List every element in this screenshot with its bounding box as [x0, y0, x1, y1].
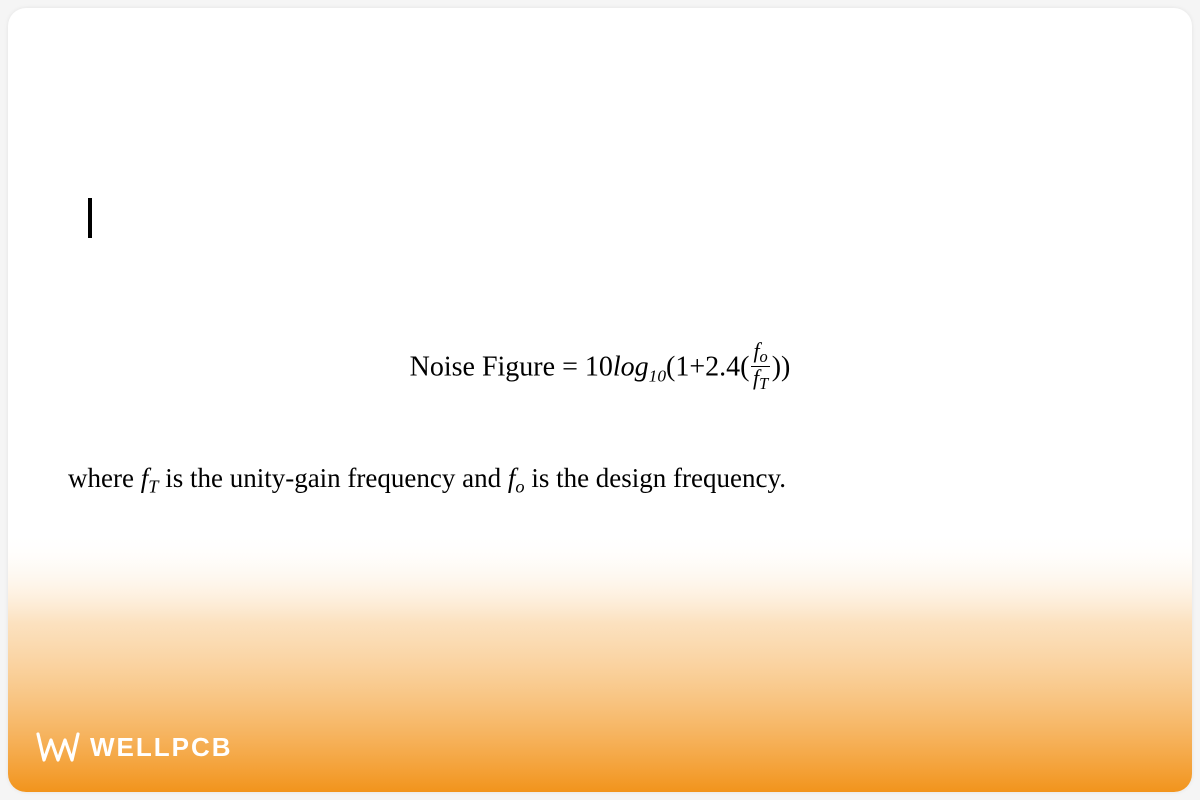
where-prefix: where [68, 463, 141, 493]
fraction-denominator: fT [751, 367, 769, 392]
fraction-num-sub: o [760, 347, 768, 366]
fraction-den-sub: T [759, 375, 768, 394]
text-cursor-mark [88, 198, 92, 238]
where-mid1: is the unity-gain frequency and [165, 463, 508, 493]
document-card: Noise Figure = 10log10(1+2.4(fofT)) wher… [8, 8, 1192, 792]
formula-open: (1+2.4( [666, 351, 749, 382]
formula-coeff: 10 [585, 351, 613, 382]
where-mid2: is the design frequency. [531, 463, 786, 493]
document-content: Noise Figure = 10log10(1+2.4(fofT)) wher… [8, 8, 1192, 792]
formula-log-base: 10 [649, 366, 666, 385]
where-term2-sub: o [515, 477, 524, 497]
noise-figure-formula: Noise Figure = 10log10(1+2.4(fofT)) [8, 343, 1192, 395]
brand-logo-icon [36, 730, 80, 764]
formula-fraction: fofT [751, 341, 769, 393]
formula-lhs: Noise Figure [410, 351, 555, 382]
where-term1: fT [141, 463, 159, 493]
formula-equals: = [555, 351, 585, 382]
fraction-numerator: fo [751, 341, 769, 367]
formula-where-line: where fT is the unity-gain frequency and… [68, 463, 1132, 498]
brand-logo-text: WELLPCB [90, 732, 233, 763]
where-term2: fo [508, 463, 525, 493]
formula-close: )) [772, 351, 791, 382]
formula-log-symbol: log [613, 351, 649, 382]
where-term1-sub: T [148, 477, 158, 497]
brand-logo: WELLPCB [36, 730, 233, 764]
